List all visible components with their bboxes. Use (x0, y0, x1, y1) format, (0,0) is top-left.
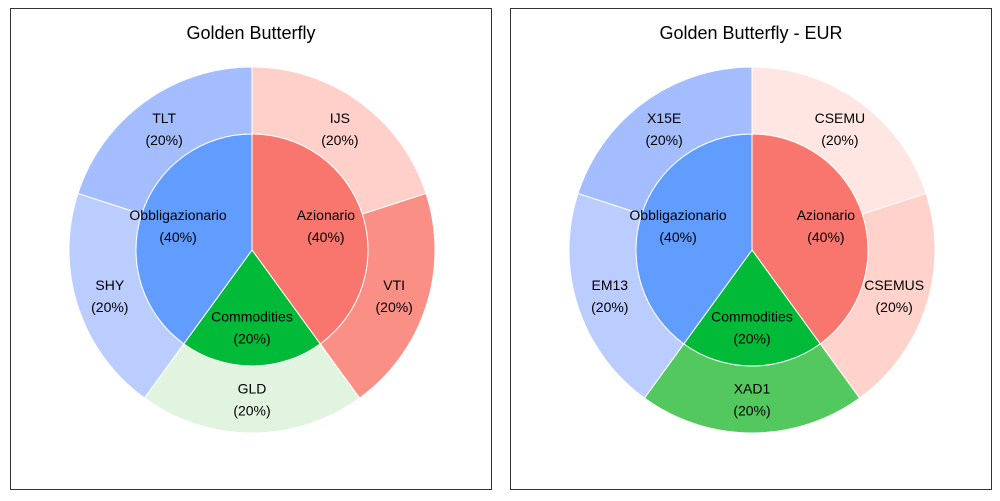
outer-slice-x15e-percent-label: (20%) (645, 132, 682, 148)
outer-slice-csemus-percent-label: (20%) (876, 299, 913, 315)
inner-slice-obbligazionario-label: Obbligazionario (129, 207, 226, 223)
inner-slice-azionario-percent-label: (40%) (307, 229, 344, 245)
inner-slice-commodities-label: Commodities (711, 309, 793, 325)
outer-slice-em13-label: EM13 (592, 277, 629, 293)
outer-slice-shy-percent-label: (20%) (91, 299, 128, 315)
inner-slice-commodities-percent-label: (20%) (233, 331, 270, 347)
outer-slice-vti-label: VTI (383, 277, 405, 293)
outer-slice-xad1-label: XAD1 (734, 381, 771, 397)
donut-chart: IJS (20%) VTI (20%) GLD (20%) SHY (20%) TLT (20%)… (68, 66, 436, 434)
chart-title: Golden Butterfly (186, 23, 316, 43)
outer-slice-csemu-percent-label: (20%) (821, 132, 858, 148)
outer-slice-csemu-label: CSEMU (815, 110, 866, 126)
donut-chart: CSEMU (20%) CSEMUS (20%) XAD1 (20%) EM13 (20%) X… (568, 66, 936, 434)
outer-slice-x15e-label: X15E (647, 110, 681, 126)
inner-slice-commodities-label: Commodities (211, 309, 293, 325)
outer-slice-tlt-percent-label: (20%) (145, 132, 182, 148)
inner-slice-obbligazionario (635, 133, 753, 345)
inner-slice-azionario-percent-label: (40%) (807, 229, 844, 245)
chart-title: Golden Butterfly - EUR (659, 23, 843, 43)
outer-slice-gld-label: GLD (238, 381, 267, 397)
inner-slice-azionario-label: Azionario (797, 207, 856, 223)
inner-slice-commodities-percent-label: (20%) (733, 331, 770, 347)
outer-slice-xad1-percent-label: (20%) (733, 403, 770, 419)
inner-slice-commodities (183, 249, 321, 367)
outer-slice-em13-percent-label: (20%) (591, 299, 628, 315)
inner-slice-azionario (251, 133, 369, 345)
inner-slice-obbligazionario (135, 133, 253, 345)
chart-panel-golden-butterfly-eur: Golden Butterfly - EUR CSEMU (20%) CSEMUS (… (510, 8, 992, 490)
outer-slice-ijs-percent-label: (20%) (321, 132, 358, 148)
outer-slice-gld-percent-label: (20%) (233, 403, 270, 419)
inner-slice-commodities (683, 249, 821, 367)
inner-slice-obbligazionario-percent-label: (40%) (159, 229, 196, 245)
outer-slice-ijs-label: IJS (330, 110, 350, 126)
outer-slice-tlt-label: TLT (152, 110, 176, 126)
chart-panel-golden-butterfly: Golden Butterfly IJS (20%) VTI (20%) GLD (20%… (10, 8, 492, 490)
outer-slice-shy-label: SHY (95, 277, 124, 293)
inner-slice-azionario (751, 133, 869, 345)
inner-slice-obbligazionario-percent-label: (40%) (659, 229, 696, 245)
outer-slice-csemus-label: CSEMUS (864, 277, 924, 293)
outer-slice-vti-percent-label: (20%) (376, 299, 413, 315)
inner-slice-obbligazionario-label: Obbligazionario (629, 207, 726, 223)
inner-slice-azionario-label: Azionario (297, 207, 356, 223)
